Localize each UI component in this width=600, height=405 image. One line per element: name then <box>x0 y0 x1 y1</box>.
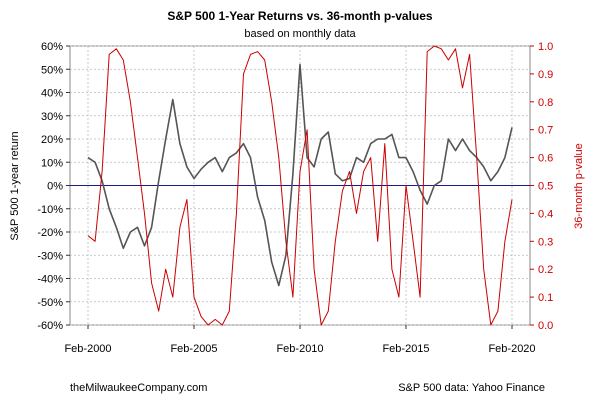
left-tick-label: -50% <box>37 297 63 309</box>
left-tick-label: -30% <box>37 250 63 262</box>
right-tick-label: 1.0 <box>538 41 553 53</box>
left-tick-label: -40% <box>37 274 63 286</box>
left-tick-label: 0% <box>47 181 63 193</box>
left-tick-label: 60% <box>41 41 63 53</box>
right-axis-label: 36-month p-value <box>573 143 585 229</box>
return-series-line <box>87 63 513 287</box>
left-tick-label: -10% <box>37 204 63 216</box>
right-tick-label: 0.7 <box>538 125 553 137</box>
left-tick-label: -60% <box>37 320 63 332</box>
left-axis-label: S&P 500 1-year return <box>9 131 21 240</box>
right-tick-label: 0.8 <box>538 97 553 109</box>
x-tick-label: Feb-2010 <box>276 343 323 355</box>
right-tick-label: 0.5 <box>538 181 553 193</box>
left-tick-label: 20% <box>41 134 63 146</box>
x-tick-label: Feb-2000 <box>64 343 111 355</box>
series-layer <box>87 45 513 326</box>
footer-source-left: theMilwaukeeCompany.com <box>70 382 207 394</box>
chart-subtitle: based on monthly data <box>244 28 356 40</box>
x-tick-label: Feb-2020 <box>488 343 535 355</box>
left-axis-ticks: -60% -50% -40% -30% -20% -10% 0% 10% 20% 30% 40% 50… <box>37 41 70 332</box>
right-axis-ticks: 0.0 0.1 0.2 0.3 0.4 0.5 0.6 0.7 0.8 0.9 1.0 <box>530 41 553 332</box>
chart-title: S&P 500 1-Year Returns vs. 36-month p-va… <box>167 9 433 23</box>
left-tick-label: -20% <box>37 227 63 239</box>
right-tick-label: 0.2 <box>538 264 553 276</box>
x-tick-label: Feb-2015 <box>382 343 429 355</box>
left-tick-label: 50% <box>41 64 63 76</box>
right-tick-label: 0.9 <box>538 69 553 81</box>
right-tick-label: 0.1 <box>538 292 553 304</box>
x-tick-label: Feb-2005 <box>170 343 217 355</box>
x-axis-ticks: Feb-2000 Feb-2005 Feb-2010 Feb-2015 Feb-2020 <box>64 325 536 355</box>
left-tick-label: 40% <box>41 88 63 100</box>
pvalue-series-line <box>87 45 513 326</box>
right-tick-label: 0.0 <box>538 320 553 332</box>
left-tick-label: 30% <box>41 111 63 123</box>
left-tick-label: 10% <box>41 157 63 169</box>
right-tick-label: 0.3 <box>538 236 553 248</box>
right-tick-label: 0.6 <box>538 153 553 165</box>
right-tick-label: 0.4 <box>538 208 553 220</box>
footer-source-right: S&P 500 data: Yahoo Finance <box>398 382 545 394</box>
